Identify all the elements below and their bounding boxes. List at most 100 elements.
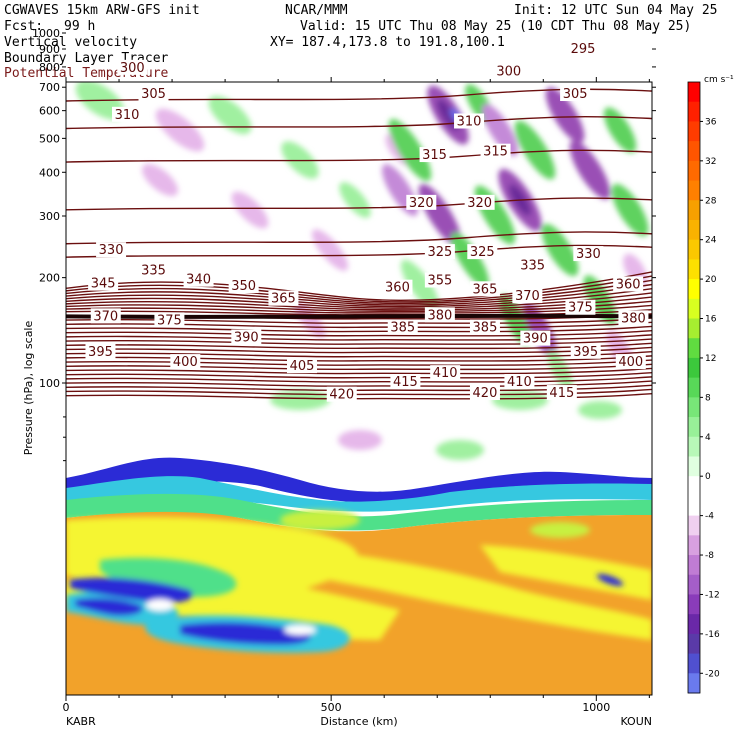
contour-label-box: [454, 113, 485, 129]
theta-contour-line: [66, 271, 652, 301]
colorbar-bin: [688, 476, 700, 497]
colorbar-label: -16: [705, 630, 720, 640]
colorbar-bin: [688, 160, 700, 182]
vertical-velocity-shading: [75, 82, 649, 390]
colorbar-bin: [688, 456, 700, 477]
contour-label: 315: [422, 148, 447, 163]
contour-label-box: [382, 279, 413, 295]
contour-label: 325: [427, 245, 452, 260]
forecast-label: Fcst:: [4, 19, 44, 34]
y-tick-label: 400: [39, 166, 60, 179]
contour-label: 345: [91, 277, 116, 292]
y-tick-label: 500: [39, 132, 60, 145]
colorbar-label: 4: [705, 433, 711, 443]
contour-label-box: [504, 374, 535, 389]
contour-label: 395: [573, 345, 598, 360]
contour-label-box: [424, 244, 455, 260]
forecast-hour: 99 h: [64, 19, 96, 34]
colorbar-bin: [688, 279, 700, 300]
contour-label-box: [467, 244, 498, 260]
colorbar-frame: [687, 81, 701, 694]
theta-contour-line: [66, 292, 652, 309]
x-axis-label: Distance (km): [320, 715, 397, 728]
contour-label: 395: [88, 345, 113, 360]
contour-label: 330: [576, 247, 601, 262]
colorbar-bin: [688, 633, 700, 655]
theta-contour-line: [66, 376, 652, 383]
contour-label: 320: [467, 196, 492, 211]
contour-label: 350: [231, 279, 256, 294]
contour-label: 320: [409, 196, 434, 211]
x-tick-label: 1000: [582, 701, 610, 714]
theta-contour-line: [66, 67, 652, 79]
contour-label-box: [546, 385, 577, 401]
contour-label-box: [560, 86, 591, 102]
contour-label: 385: [473, 321, 498, 336]
colorbar: 36 32 28 24 20 16 12 8 4 0 -4 -8 -12 -16 -20: [687, 81, 720, 694]
contour-label: 355: [427, 273, 452, 288]
contour-label-box: [613, 276, 644, 292]
contour-label: 305: [141, 87, 166, 102]
contour-label-box: [326, 386, 357, 402]
contour-label: 315: [483, 145, 508, 160]
plot-frame: [65, 81, 653, 696]
colorbar-bin: [688, 357, 700, 379]
distance-axis: 0 500 1000: [63, 77, 650, 714]
contour-label-box: [117, 59, 148, 75]
endpoint-right-label: KOUN: [620, 715, 652, 728]
theta-contour-line: [66, 283, 652, 306]
contour-label: 410: [433, 366, 458, 381]
contour-label-box: [286, 358, 317, 374]
contour-label: 410: [507, 375, 532, 390]
contour-label-box: [517, 257, 548, 273]
x-tick-label: 500: [321, 701, 342, 714]
y-tick-label: 200: [39, 272, 60, 285]
contour-label: 375: [157, 313, 182, 328]
contour-label: 400: [618, 355, 643, 370]
contour-label-box: [565, 299, 596, 315]
colorbar-bin: [688, 495, 700, 517]
contour-label: 420: [329, 388, 354, 403]
colorbar-bin: [688, 338, 700, 359]
contour-label: 415: [549, 386, 574, 401]
contour-label: 365: [473, 282, 498, 297]
contour-label-box: [96, 242, 127, 258]
theta-contour-line: [66, 275, 652, 303]
theta-contour-line: [66, 287, 652, 308]
contour-label-box: [570, 343, 601, 359]
contour-label: 390: [234, 331, 259, 346]
colorbar-label: -20: [705, 669, 720, 679]
colorbar-label: -12: [705, 590, 720, 600]
theta-contour-line: [66, 88, 652, 102]
contour-label-box: [390, 374, 421, 389]
contour-label: 360: [616, 277, 641, 292]
colorbar-bin: [688, 180, 700, 201]
colorbar-bin: [688, 141, 700, 162]
theta-contour-line: [66, 380, 652, 387]
y-tick-label: 100: [39, 377, 60, 390]
contour-label: 370: [515, 289, 540, 304]
contour-label-box: [419, 147, 450, 163]
theta-contour-line: [66, 371, 652, 379]
contour-label-box: [480, 143, 511, 159]
contour-label-box: [387, 319, 418, 335]
field-label-vertical-velocity: Vertical velocity: [4, 35, 138, 50]
contour-labels: 420 415 410 420 410 415 395 400 405 390 385 380 385 3…: [85, 40, 649, 403]
contour-label: 400: [173, 355, 198, 370]
contour-label-box: [464, 194, 495, 210]
contour-label: 335: [141, 264, 166, 279]
contour-label-box: [154, 312, 185, 328]
shaded-field: [66, 82, 652, 695]
colorbar-label: 16: [705, 315, 717, 325]
contour-label: 300: [496, 65, 521, 80]
colorbar-bin: [688, 318, 700, 339]
colorbar-bin: [688, 574, 700, 595]
contour-label: 325: [470, 245, 495, 260]
colorbar-label: 32: [705, 157, 716, 167]
colorbar-bin: [688, 259, 700, 280]
contour-label-box: [183, 271, 214, 287]
contour-label-box: [170, 354, 201, 370]
init-time: Init: 12 UTC Sun 04 May 25: [514, 3, 718, 18]
colorbar-label: 24: [705, 236, 717, 246]
